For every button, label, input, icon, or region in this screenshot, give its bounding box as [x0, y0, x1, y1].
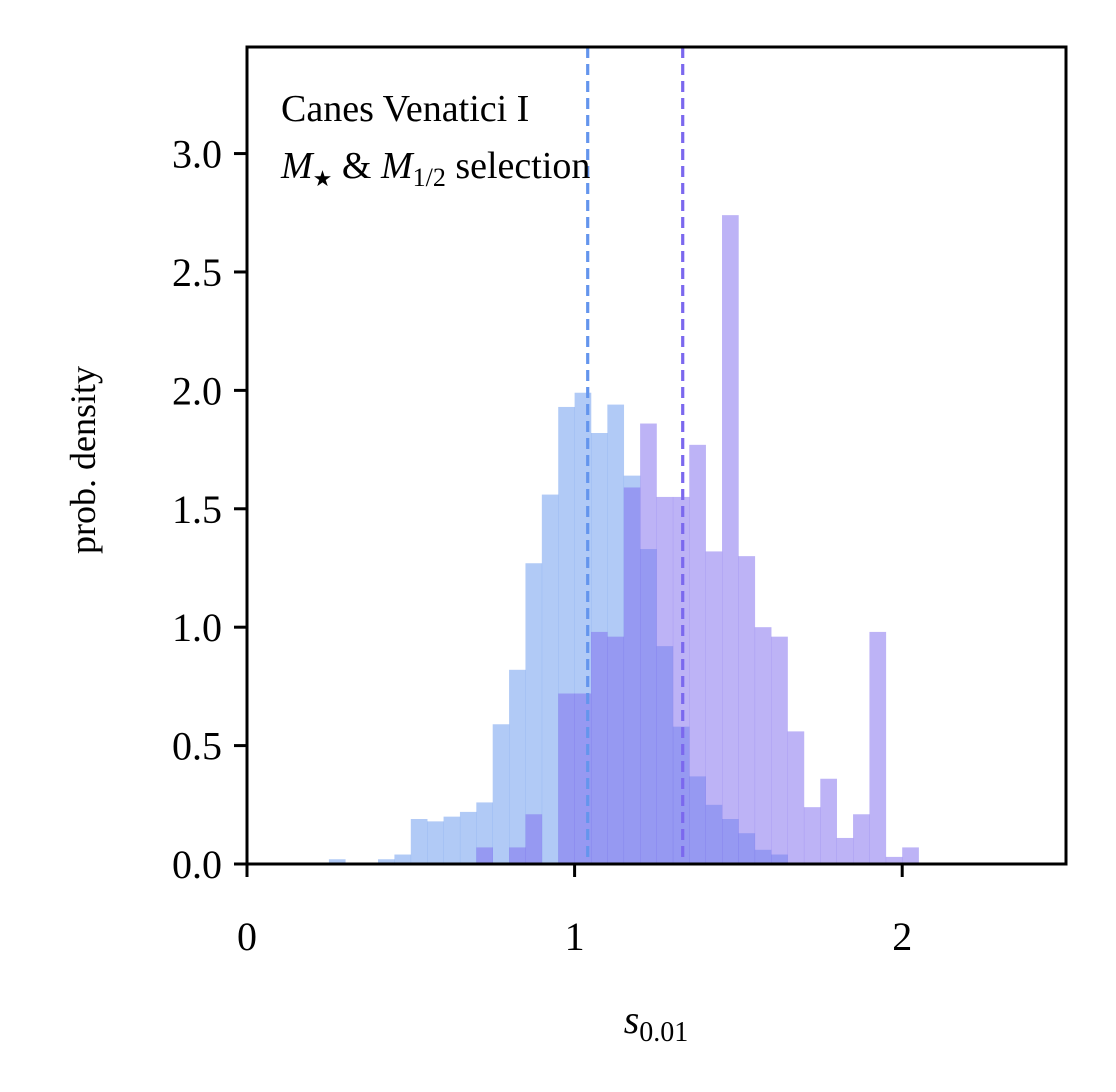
histogram-bar	[803, 807, 821, 864]
histogram-bar	[590, 631, 608, 864]
histogram-bar	[328, 859, 346, 864]
histogram-bar	[394, 854, 412, 864]
histogram-bar	[525, 563, 543, 864]
histogram-bar	[525, 814, 543, 864]
m-star-symbol: M	[280, 145, 315, 187]
x-tick-label: 1	[565, 914, 585, 959]
histogram-bar	[640, 423, 657, 864]
y-tick-label: 0.5	[172, 724, 222, 769]
x-label-base: s	[624, 997, 640, 1042]
ampersand: &	[332, 145, 381, 187]
histogram-bar	[378, 859, 395, 864]
histogram-bar	[853, 814, 870, 864]
median-lines	[586, 47, 685, 864]
y-axis-label: prob. density	[63, 366, 103, 554]
plot-frame	[245, 45, 1068, 866]
histogram-bar	[558, 693, 575, 864]
histogram-bar	[836, 837, 854, 864]
x-tick-label: 0	[237, 914, 257, 959]
y-tick-label: 0.0	[172, 842, 222, 887]
histogram-bar	[869, 631, 887, 864]
histogram-bar	[476, 847, 493, 864]
histogram-bar	[885, 856, 903, 864]
histogram-bar	[509, 847, 526, 864]
x-tick-label: 2	[892, 914, 912, 959]
y-tick-label: 2.0	[172, 368, 222, 413]
histogram-bar	[427, 821, 444, 864]
histogram-bar	[705, 551, 723, 864]
histogram-bar	[689, 444, 706, 864]
x-axis-label: s0.01	[624, 997, 689, 1048]
histogram-bar	[738, 556, 756, 864]
histogram-bar	[492, 724, 510, 864]
histogram-bar	[722, 215, 739, 864]
m-half-symbol: M	[380, 145, 415, 187]
y-axis-ticks: 0.0 0.5 1.0 1.5 2.0 2.5 3.0	[172, 132, 247, 887]
histogram-bar	[623, 487, 641, 864]
histogram-bar	[820, 778, 837, 864]
histogram-bar	[410, 819, 428, 864]
y-tick-label: 1.0	[172, 605, 222, 650]
star-subscript: ★	[313, 166, 333, 191]
histogram-bar	[443, 816, 461, 864]
histogram-bar	[607, 636, 625, 864]
histogram-bars	[328, 215, 919, 864]
histogram-bar	[902, 847, 919, 864]
x-axis-ticks: 0 1 2	[237, 864, 912, 959]
histogram-bar	[656, 496, 674, 864]
x-label-subscript: 0.01	[639, 1017, 688, 1048]
histogram-bar	[459, 811, 477, 864]
annotation-line-1: Canes Venatici I	[281, 88, 529, 130]
annotation-line-2: M★ & M1/2 selection	[280, 145, 590, 192]
half-subscript: 1/2	[413, 163, 446, 192]
y-tick-label: 1.5	[172, 487, 222, 532]
y-tick-label: 3.0	[172, 132, 222, 177]
selection-word: selection	[446, 145, 591, 187]
y-tick-label: 2.5	[172, 250, 222, 295]
histogram-bar	[787, 731, 805, 864]
histogram-series-2	[476, 215, 919, 864]
histogram-bar	[754, 627, 772, 864]
histogram-bar	[541, 494, 559, 864]
histogram-bar	[771, 636, 788, 864]
histogram-bar	[509, 669, 526, 864]
